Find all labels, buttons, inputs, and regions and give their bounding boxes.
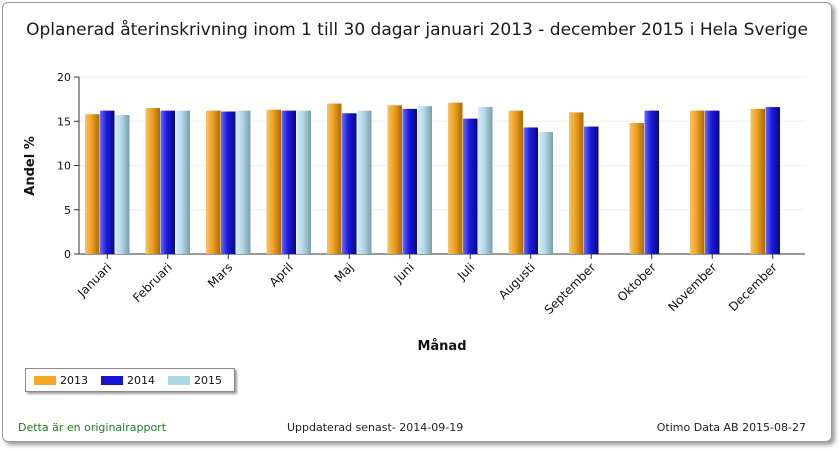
bar-2015-mars <box>236 110 251 254</box>
last-updated-note: Uppdaterad senast- 2014-09-19 <box>287 421 464 434</box>
y-axis-title: Andel % <box>23 136 38 195</box>
bar-2013-maj <box>327 103 342 254</box>
y-tick-label: 5 <box>64 204 71 217</box>
legend-item-2013: 2013 <box>34 374 88 387</box>
x-tick-label: Juni <box>391 260 417 286</box>
legend-item-2015: 2015 <box>168 374 222 387</box>
bar-2014-augusti <box>523 127 538 254</box>
x-tick-label: November <box>665 260 719 314</box>
bar-2014-februari <box>160 110 175 254</box>
source-credit: Otimo Data AB 2015-08-27 <box>656 421 806 434</box>
bar-2013-september <box>569 112 584 255</box>
bar-2013-april <box>266 109 281 255</box>
x-tick-label: Januari <box>74 260 114 300</box>
legend-label: 2014 <box>127 373 155 387</box>
bar-2013-mars <box>206 110 221 254</box>
legend-item-2014: 2014 <box>101 374 155 387</box>
bar-2015-juli <box>478 107 493 254</box>
chart-title: Oplanerad återinskrivning inom 1 till 30… <box>26 20 808 40</box>
x-tick-label: Augusti <box>496 260 538 302</box>
bar-2013-november <box>690 110 705 254</box>
bar-2014-januari <box>100 110 115 254</box>
bar-2014-maj <box>342 113 357 254</box>
bar-2015-augusti <box>538 131 553 254</box>
y-tick-label: 0 <box>64 248 71 261</box>
x-tick-label: Oktober <box>615 260 659 304</box>
bar-2014-mars <box>221 111 236 254</box>
bar-2013-augusti <box>508 110 523 254</box>
bar-2013-juni <box>387 105 402 254</box>
bar-2015-februari <box>175 110 190 254</box>
bar-2013-december <box>750 108 765 254</box>
bar-2015-maj <box>357 110 372 254</box>
bar-2013-oktober <box>629 123 644 255</box>
x-tick-label: April <box>267 260 296 289</box>
bar-2015-juni <box>417 106 432 254</box>
bar-2013-januari <box>85 114 100 254</box>
bar-2014-december <box>765 107 780 254</box>
x-tick-label: September <box>542 260 599 317</box>
legend-label: 2013 <box>60 373 88 387</box>
chart-legend: 2013 2014 2015 <box>25 368 235 392</box>
bar-2013-juli <box>448 102 463 254</box>
x-tick-label: Februari <box>130 260 175 305</box>
bar-2014-april <box>281 110 296 254</box>
x-tick-label: December <box>726 260 780 314</box>
x-tick-label: Juli <box>454 260 477 283</box>
y-tick-label: 20 <box>57 71 71 84</box>
y-tick-label: 10 <box>57 160 71 173</box>
x-tick-label: Maj <box>332 260 357 285</box>
legend-swatch <box>168 375 190 385</box>
bar-2014-juni <box>402 108 417 254</box>
x-tick-label: Mars <box>205 260 235 290</box>
legend-swatch <box>34 375 56 385</box>
legend-swatch <box>101 375 123 385</box>
legend-label: 2015 <box>194 373 222 387</box>
bar-2014-september <box>584 126 599 254</box>
y-tick-label: 15 <box>57 115 71 128</box>
bar-2014-oktober <box>644 110 659 254</box>
original-report-note: Detta är en originalrapport <box>18 421 167 434</box>
bar-2015-januari <box>115 115 130 255</box>
bar-2013-februari <box>145 107 160 254</box>
bar-2014-november <box>705 110 720 254</box>
bar-2014-juli <box>463 118 478 254</box>
x-axis-title: Månad <box>417 339 466 354</box>
bar-2015-april <box>296 110 311 254</box>
